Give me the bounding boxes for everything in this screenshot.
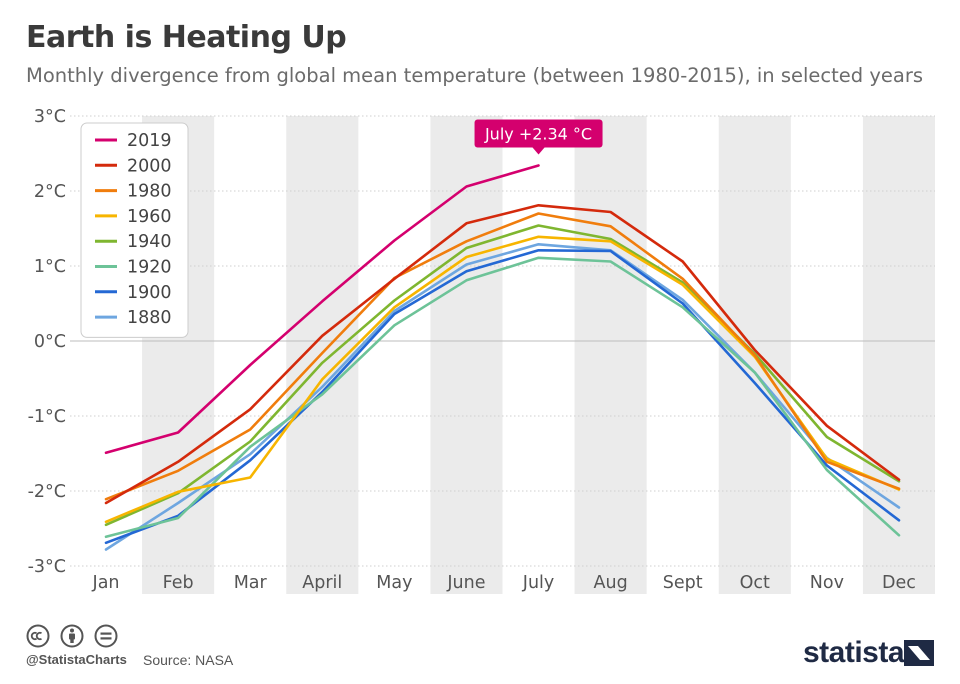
statista-logo-icon bbox=[904, 640, 934, 666]
annotation-label: July +2.34 °C bbox=[484, 125, 592, 144]
series-line-1980 bbox=[104, 212, 901, 501]
series-line-1900 bbox=[104, 249, 901, 545]
annotation-pointer bbox=[532, 147, 545, 155]
y-tick-label: -1°C bbox=[28, 407, 66, 427]
series-line-1940 bbox=[104, 224, 901, 527]
legend-label-2000: 2000 bbox=[127, 156, 172, 176]
y-tick-label: 1°C bbox=[34, 257, 66, 277]
column-band bbox=[430, 116, 503, 594]
series-line-2000 bbox=[104, 204, 901, 505]
footer-handle[interactable]: @StatistaCharts bbox=[26, 652, 127, 667]
chart-title: Earth is Heating Up bbox=[26, 20, 347, 55]
y-tick-label: -3°C bbox=[28, 557, 66, 577]
legend-label-1880: 1880 bbox=[127, 308, 172, 328]
x-tick-label: Mar bbox=[234, 573, 268, 593]
annotation-callout: July +2.34 °C bbox=[474, 119, 603, 155]
license-icons bbox=[26, 624, 118, 648]
series-line-1920 bbox=[104, 256, 901, 539]
x-tick-label: July bbox=[522, 573, 554, 593]
x-tick-label: Feb bbox=[163, 573, 194, 593]
legend-label-1980: 1980 bbox=[127, 182, 172, 202]
legend-label-1940: 1940 bbox=[127, 232, 172, 252]
legend-label-2019: 2019 bbox=[127, 131, 172, 151]
nd-icon bbox=[94, 624, 118, 648]
statista-logo-text[interactable]: statista bbox=[803, 636, 905, 669]
series-line-2019 bbox=[104, 164, 540, 455]
x-tick-label: April bbox=[302, 573, 342, 593]
y-tick-label: 2°C bbox=[34, 182, 66, 202]
x-tick-label: Oct bbox=[740, 573, 770, 593]
x-tick-label: Dec bbox=[882, 573, 916, 593]
legend-label-1900: 1900 bbox=[127, 283, 172, 303]
column-band bbox=[574, 116, 647, 594]
x-tick-label: Aug bbox=[594, 573, 628, 593]
cc-icon bbox=[26, 624, 50, 648]
legend-label-1960: 1960 bbox=[127, 207, 172, 227]
chart-subtitle: Monthly divergence from global mean temp… bbox=[26, 64, 924, 87]
legend-label-1920: 1920 bbox=[127, 258, 172, 278]
x-tick-label: Sept bbox=[663, 573, 703, 593]
x-tick-label: Nov bbox=[810, 573, 844, 593]
by-icon bbox=[60, 624, 84, 648]
column-band bbox=[862, 116, 935, 594]
footer-source: Source: NASA bbox=[143, 652, 234, 668]
y-tick-label: 3°C bbox=[34, 107, 66, 127]
x-tick-label: June bbox=[446, 573, 485, 593]
legend: 2019 2000 1980 1960 1940 1920 1900 1880 bbox=[80, 122, 189, 338]
x-tick-label: May bbox=[376, 573, 412, 593]
y-tick-label: -2°C bbox=[28, 482, 66, 502]
annotation-box bbox=[474, 119, 603, 148]
legend-box bbox=[80, 122, 189, 338]
y-tick-label: 0°C bbox=[34, 332, 66, 352]
x-tick-label: Jan bbox=[92, 573, 120, 593]
